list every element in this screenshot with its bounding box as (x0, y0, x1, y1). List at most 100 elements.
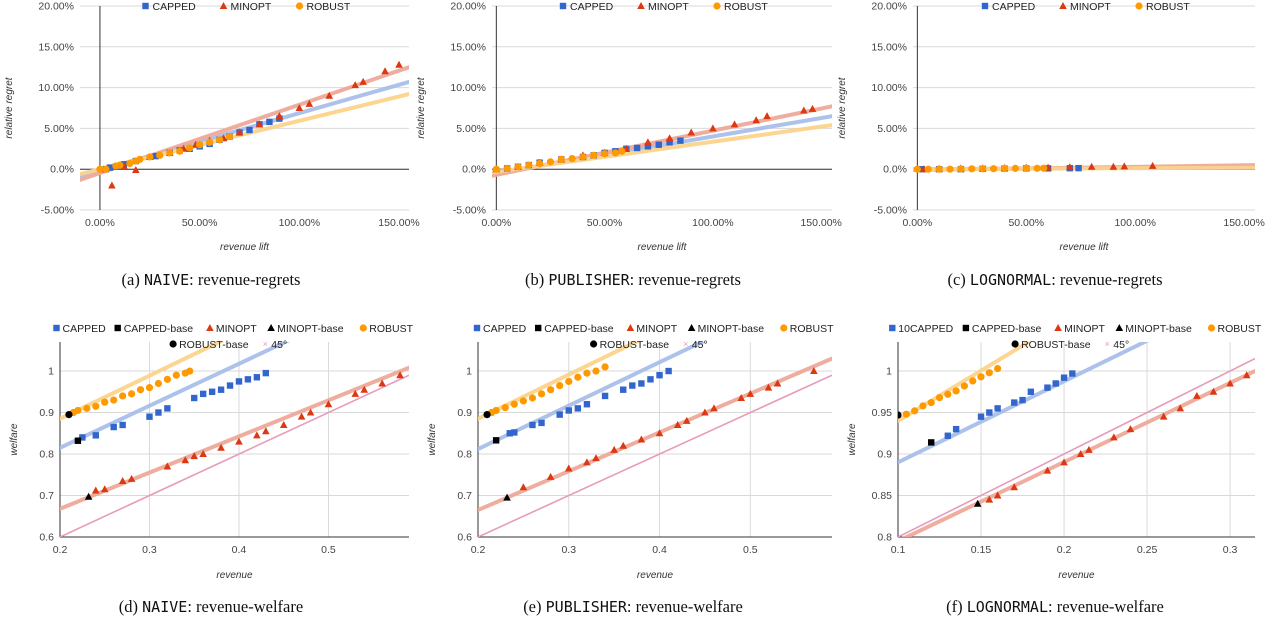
y-tick-label: 15.00% (38, 41, 74, 53)
y-tick-label: 0.8 (457, 449, 472, 461)
robust-point (957, 165, 965, 173)
capped-point (620, 386, 627, 393)
robust-base-point (898, 411, 902, 419)
robust-point (946, 165, 954, 173)
y-tick-label: 0.7 (457, 490, 472, 502)
minopt-point (655, 429, 664, 437)
caption-label: (d) (118, 597, 139, 616)
minopt-point (644, 138, 652, 146)
legend-marker-minopt (206, 324, 214, 331)
robust-point (924, 165, 932, 173)
y-tick-label: 10.00% (871, 82, 907, 94)
minopt-point (1148, 161, 1157, 169)
minopt-point (730, 120, 739, 128)
minopt-point (396, 371, 404, 379)
robust-point (557, 155, 565, 164)
minopt-point (378, 379, 386, 387)
minopt-point (583, 458, 591, 466)
minopt-point (217, 443, 225, 451)
capped-trendline (898, 342, 1150, 465)
robust-point (119, 392, 127, 400)
minopt-point (100, 485, 109, 493)
robust-point (968, 165, 976, 173)
robust-point (579, 153, 587, 161)
capped-point (246, 126, 253, 134)
robust-base-point (483, 411, 491, 419)
minopt-point (810, 367, 818, 375)
robust-point (1040, 164, 1048, 172)
legend-label-capped-base: CAPPED-base (544, 323, 614, 335)
x-tick-label: 0.5 (743, 544, 758, 556)
robust-point (83, 404, 91, 412)
y-axis-label: welfare (427, 423, 438, 456)
robust-point (156, 151, 164, 159)
y-tick-label: 15.00% (871, 41, 907, 53)
y-tick-label: -5.00% (453, 205, 486, 217)
minopt-point (519, 483, 528, 491)
minopt-point (325, 91, 334, 99)
legend-marker-capped-base (962, 324, 970, 332)
legend-label-robust: ROBUST (790, 323, 834, 335)
minopt-point (297, 412, 306, 420)
minopt-point (255, 120, 264, 128)
plot-area (80, 60, 409, 189)
robust-point (126, 159, 134, 168)
minopt-point (351, 81, 359, 89)
caption-text: : revenue-regrets (189, 270, 301, 289)
robust-point (546, 158, 555, 166)
y-tick-label: 5.00% (877, 123, 907, 135)
capped-point (644, 143, 652, 150)
y-tick-label: 5.00% (44, 123, 74, 135)
robust-point (935, 165, 943, 173)
capped-point (638, 380, 645, 387)
minopt-point (1109, 162, 1118, 170)
legend: 10CAPPED CAPPED-base MINOPT MINOPT-base ROBU… (889, 323, 1262, 351)
legend-marker-capped (142, 2, 149, 10)
capped-point (677, 137, 684, 144)
minopt-point (673, 420, 682, 428)
x-tick-label: 50.00% (182, 217, 218, 229)
x-tick-label: 50.00% (1008, 217, 1044, 229)
minopt-point (253, 431, 261, 439)
capped-point (1075, 164, 1082, 172)
robust-point (186, 367, 194, 375)
legend-label-robust: ROBUST (1146, 1, 1190, 13)
x-tick-label: 50.00% (587, 217, 623, 229)
minopt-point (687, 128, 696, 136)
plot-area (60, 342, 409, 537)
caption-e: (e) PUBLISHER: revenue-welfare (422, 597, 844, 617)
legend-marker-robust (780, 324, 788, 332)
y-tick-label: 1 (466, 366, 472, 378)
minopt-point (235, 128, 244, 136)
capped-point (633, 144, 641, 152)
capped-point (110, 423, 117, 431)
chart-f: 0.8 0.85 0.9 0.95 1 0.1 0.15 0.2 0.25 0.3 revenue w… (847, 323, 1262, 581)
minopt-point (1110, 433, 1118, 441)
legend-label-robust: ROBUST (307, 1, 351, 13)
caption-text: : revenue-regrets (629, 270, 741, 289)
robust-point (935, 393, 944, 402)
minopt-point (1010, 483, 1019, 491)
robust-trendline (60, 342, 225, 421)
robust-point (172, 371, 180, 379)
capped-point (1027, 388, 1035, 395)
y-tick-label: 20.00% (450, 1, 486, 13)
capped-point (146, 413, 153, 420)
minopt-point (1126, 425, 1135, 433)
minopt-point (1176, 404, 1185, 412)
robust-point (519, 397, 527, 405)
caption-text: : revenue-welfare (626, 597, 743, 616)
x-tick-label: 0.2 (471, 544, 486, 556)
legend-label-capped-base: CAPPED-base (972, 323, 1042, 335)
minopt-point (199, 450, 207, 458)
minopt-point (637, 435, 646, 443)
capped-point (986, 409, 993, 416)
legend-marker-capped (473, 324, 481, 332)
minopt-point (275, 112, 284, 120)
robust-point (618, 147, 626, 155)
capped-point (556, 411, 563, 418)
robust-point (116, 161, 124, 169)
robust-base-point (65, 411, 73, 419)
legend-label-robust-base: ROBUST-base (600, 339, 670, 351)
legend-label-minopt: MINOPT (648, 1, 689, 13)
